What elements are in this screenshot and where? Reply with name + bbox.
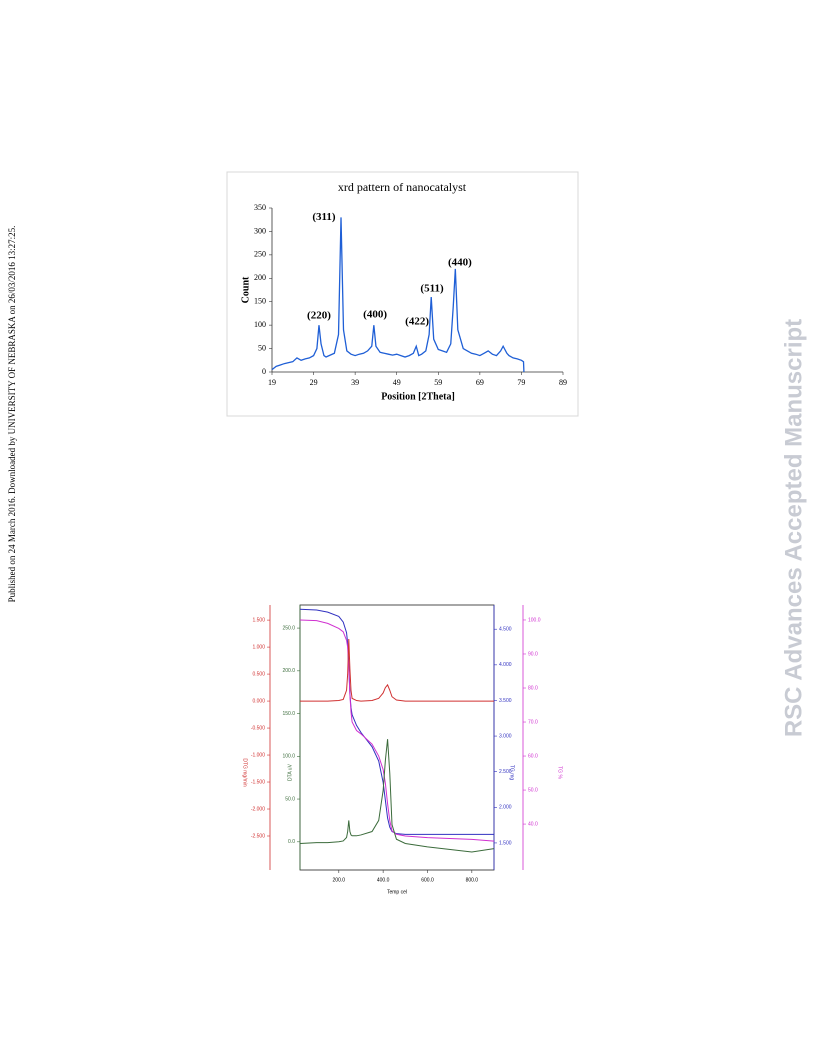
y-tick-label: 1.500	[252, 617, 265, 623]
peak-label: (422)	[405, 315, 429, 327]
x-tick-label: 600.0	[421, 877, 434, 883]
y-tick-label: 0	[262, 367, 266, 376]
y-tick-label: 100.0	[282, 754, 295, 760]
y-tick-label: 150.0	[282, 711, 295, 717]
y-tick-label: -1.000	[251, 752, 265, 758]
y-axis-title: DTG mg/min	[242, 758, 248, 787]
y-tick-label: 100	[254, 320, 266, 329]
x-axis-title: Position [2Theta]	[381, 391, 455, 402]
watermark: RSC Advances Accepted Manuscript	[780, 319, 807, 737]
y-tick-label: 4.500	[499, 627, 512, 633]
x-tick-label: 49	[393, 378, 401, 387]
y-tick-label: -2.000	[251, 806, 265, 812]
y-tick-label: 100.0	[528, 617, 541, 623]
x-tick-label: 79	[517, 378, 525, 387]
peak-label: (440)	[448, 256, 472, 268]
data-line	[300, 638, 494, 702]
y-tick-label: -1.500	[251, 779, 265, 785]
y-tick-label: 200	[254, 273, 266, 282]
y-tick-label: 350	[254, 203, 266, 212]
y-tick-label: 50.0	[285, 796, 295, 802]
x-tick-label: 200.0	[333, 877, 346, 883]
y-tick-label: -2.500	[251, 833, 265, 839]
y-tick-label: 250.0	[282, 625, 295, 631]
y-tick-label: 2.000	[499, 805, 512, 811]
y-tick-label: 50.0	[528, 787, 538, 793]
x-tick-label: 29	[310, 378, 318, 387]
chart-title: xrd pattern of nanocatalyst	[338, 180, 467, 194]
peak-label: (311)	[312, 211, 336, 223]
y-axis-title: Count	[240, 276, 251, 303]
peak-label: (400)	[363, 308, 387, 320]
y-tick-label: 1.000	[252, 644, 265, 650]
side-note: Published on 24 March 2016. Downloaded b…	[7, 226, 17, 603]
y-tick-label: 70.0	[528, 719, 538, 725]
y-tick-label: 60.0	[528, 753, 538, 759]
peak-label: (511)	[420, 283, 444, 295]
data-line	[299, 739, 495, 853]
data-line	[299, 608, 494, 835]
y-tick-label: 2.500	[499, 769, 512, 775]
x-tick-label: 89	[559, 378, 567, 387]
y-tick-label: 250	[254, 250, 266, 259]
y-axis-title: TG %	[557, 766, 563, 779]
y-tick-label: 40.0	[528, 821, 538, 827]
y-tick-label: 300	[254, 226, 266, 235]
peak-label: (220)	[307, 309, 331, 321]
data-line	[271, 217, 525, 373]
x-tick-label: 800.0	[466, 877, 479, 883]
plot-frame	[299, 604, 495, 871]
y-tick-label: 1.500	[499, 840, 512, 846]
y-tick-label: 50	[258, 343, 266, 352]
y-tick-label: 3.000	[499, 733, 512, 739]
x-axis-title: Temp cel	[387, 889, 407, 895]
x-tick-label: 400.0	[377, 877, 390, 883]
x-tick-label: 69	[476, 378, 484, 387]
y-tick-label: 200.0	[282, 668, 295, 674]
y-tick-label: 3.500	[499, 698, 512, 704]
y-tick-label: 4.000	[499, 662, 512, 668]
y-tick-label: 90.0	[528, 651, 538, 657]
y-tick-label: 80.0	[528, 685, 538, 691]
x-tick-label: 59	[434, 378, 442, 387]
y-tick-label: 150	[254, 297, 266, 306]
data-line	[299, 619, 495, 842]
x-tick-label: 39	[351, 378, 359, 387]
y-tick-label: 0.000	[252, 698, 265, 704]
y-tick-label: 0.0	[288, 839, 295, 845]
y-tick-label: 0.500	[252, 671, 265, 677]
y-axis-title: DTA uV	[287, 763, 293, 781]
y-tick-label: -0.500	[251, 725, 265, 731]
chart-frame	[226, 171, 579, 417]
y-axis-title: TG mg	[509, 765, 515, 780]
x-tick-label: 19	[268, 378, 276, 387]
